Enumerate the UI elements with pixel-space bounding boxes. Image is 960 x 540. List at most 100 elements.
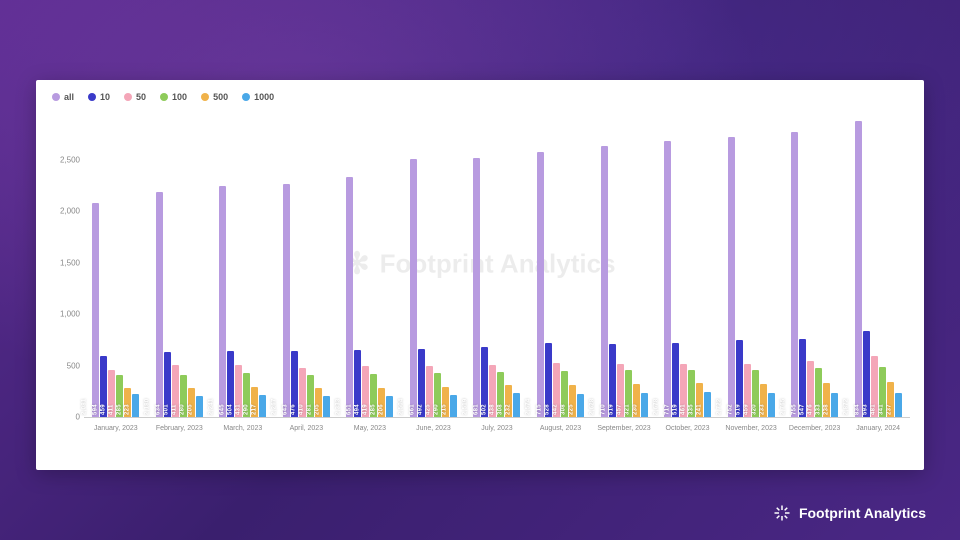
legend-item[interactable]: 10 bbox=[88, 92, 110, 102]
bar[interactable]: 2,574 bbox=[537, 152, 544, 417]
bar-value-label: 238 bbox=[823, 404, 829, 415]
x-tick-label: January, 2023 bbox=[84, 418, 148, 444]
chart-area: ✻ Footprint Analytics 2,0815944594112852… bbox=[50, 108, 910, 448]
bar-group: 2,081594459411285223 bbox=[84, 108, 148, 417]
bar-value-label: 661 bbox=[410, 404, 416, 415]
bar-value-label: 237 bbox=[887, 404, 893, 415]
bar-group: 2,765755547476333238 bbox=[783, 108, 847, 417]
legend-item[interactable]: 1000 bbox=[242, 92, 274, 102]
bar-value-label: 2,519 bbox=[463, 398, 469, 415]
bar[interactable]: 237 bbox=[895, 393, 902, 417]
bar-value-label: 501 bbox=[164, 404, 170, 415]
bar-value-label: 225 bbox=[569, 404, 575, 415]
bar[interactable]: 2,628 bbox=[601, 146, 608, 417]
bar[interactable]: 2,267 bbox=[283, 184, 290, 418]
bar-value-label: 651 bbox=[346, 404, 352, 415]
x-axis-labels: January, 2023February, 2023March, 2023Ap… bbox=[84, 418, 910, 444]
bar-value-label: 519 bbox=[672, 404, 678, 415]
bar-value-label: 492 bbox=[418, 404, 424, 415]
bar[interactable]: 217 bbox=[259, 395, 266, 417]
y-tick-label: 1,500 bbox=[50, 258, 80, 267]
brand-sparkle-icon bbox=[773, 504, 791, 522]
bar-value-label: 223 bbox=[124, 404, 130, 415]
bar-value-label: 333 bbox=[815, 404, 821, 415]
legend-label: 500 bbox=[213, 92, 228, 102]
bar-value-label: 233 bbox=[760, 404, 766, 415]
bar[interactable]: 241 bbox=[704, 392, 711, 417]
bar-value-label: 442 bbox=[553, 404, 559, 415]
x-tick-label: January, 2024 bbox=[846, 418, 910, 444]
bar-value-label: 308 bbox=[497, 404, 503, 415]
bar-value-label: 2,081 bbox=[82, 398, 88, 415]
bar-value-label: 2,504 bbox=[399, 398, 405, 415]
bar-value-label: 230 bbox=[633, 404, 639, 415]
bar-value-label: 834 bbox=[855, 404, 861, 415]
bar-value-label: 593 bbox=[863, 404, 869, 415]
legend-item[interactable]: 100 bbox=[160, 92, 187, 102]
bar[interactable]: 225 bbox=[577, 394, 584, 417]
plot: 2,0815944594112852232,180634501411280205… bbox=[84, 108, 910, 418]
bar[interactable]: 2,678 bbox=[664, 141, 671, 417]
bar[interactable]: 2,241 bbox=[219, 186, 226, 417]
bar-value-label: 281 bbox=[307, 404, 313, 415]
bar-value-label: 547 bbox=[799, 404, 805, 415]
legend-item[interactable]: all bbox=[52, 92, 74, 102]
legend-swatch bbox=[52, 93, 60, 101]
bar[interactable]: 232 bbox=[513, 393, 520, 417]
legend-label: 100 bbox=[172, 92, 187, 102]
bar-value-label: 634 bbox=[156, 404, 162, 415]
bar-value-label: 285 bbox=[116, 404, 122, 415]
bar-value-label: 425 bbox=[426, 404, 432, 415]
bar[interactable]: 205 bbox=[196, 396, 203, 417]
bar-groups: 2,0815944594112852232,180634501411280205… bbox=[84, 108, 910, 417]
bar-value-label: 280 bbox=[180, 404, 186, 415]
bar[interactable]: 205 bbox=[323, 396, 330, 417]
legend-label: all bbox=[64, 92, 74, 102]
bar-value-label: 459 bbox=[100, 404, 106, 415]
bar-value-label: 215 bbox=[442, 404, 448, 415]
legend-item[interactable]: 500 bbox=[201, 92, 228, 102]
bar[interactable]: 215 bbox=[450, 395, 457, 417]
bar-group: 2,872834593481341237 bbox=[846, 108, 910, 417]
bar[interactable]: 230 bbox=[641, 393, 648, 417]
legend-label: 1000 bbox=[254, 92, 274, 102]
bar-value-label: 205 bbox=[188, 404, 194, 415]
y-tick-label: 0 bbox=[50, 413, 80, 422]
bar[interactable]: 2,722 bbox=[728, 137, 735, 417]
bar-value-label: 2,267 bbox=[272, 398, 278, 415]
bar[interactable]: 2,872 bbox=[855, 121, 862, 417]
bar-value-label: 217 bbox=[251, 404, 257, 415]
legend-swatch bbox=[242, 93, 250, 101]
bar[interactable]: 223 bbox=[132, 394, 139, 417]
bar[interactable]: 2,765 bbox=[791, 132, 798, 417]
bar[interactable]: 2,519 bbox=[473, 158, 480, 417]
bar[interactable]: 2,504 bbox=[410, 159, 417, 417]
bar-value-label: 438 bbox=[489, 404, 495, 415]
bar-value-label: 717 bbox=[664, 404, 670, 415]
y-tick-label: 2,500 bbox=[50, 155, 80, 164]
bar[interactable]: 233 bbox=[768, 393, 775, 417]
bar-value-label: 2,678 bbox=[653, 398, 659, 415]
bar-value-label: 2,722 bbox=[717, 398, 723, 415]
bar-value-label: 205 bbox=[315, 404, 321, 415]
legend-item[interactable]: 50 bbox=[124, 92, 146, 102]
brand-text: Footprint Analytics bbox=[799, 505, 926, 521]
bar-value-label: 2,765 bbox=[780, 398, 786, 415]
bar[interactable]: 206 bbox=[386, 396, 393, 417]
bar-value-label: 710 bbox=[601, 404, 607, 415]
x-tick-label: April, 2023 bbox=[275, 418, 339, 444]
bar-group: 2,678717519461335241 bbox=[656, 108, 720, 417]
bar-group: 2,267643476410281205 bbox=[275, 108, 339, 417]
bar[interactable]: 238 bbox=[831, 393, 838, 418]
bar-value-label: 320 bbox=[752, 404, 758, 415]
bar-value-label: 643 bbox=[283, 404, 289, 415]
bar-group: 2,504661492425290215 bbox=[402, 108, 466, 417]
bar[interactable]: 2,180 bbox=[156, 192, 163, 417]
bar[interactable]: 2,081 bbox=[92, 203, 99, 417]
legend-swatch bbox=[88, 93, 96, 101]
bar-value-label: 755 bbox=[791, 404, 797, 415]
legend: all 10 50 100 500 1000 bbox=[50, 90, 910, 108]
bar-value-label: 431 bbox=[235, 404, 241, 415]
x-tick-label: March, 2023 bbox=[211, 418, 275, 444]
bar[interactable]: 2,333 bbox=[346, 177, 353, 417]
